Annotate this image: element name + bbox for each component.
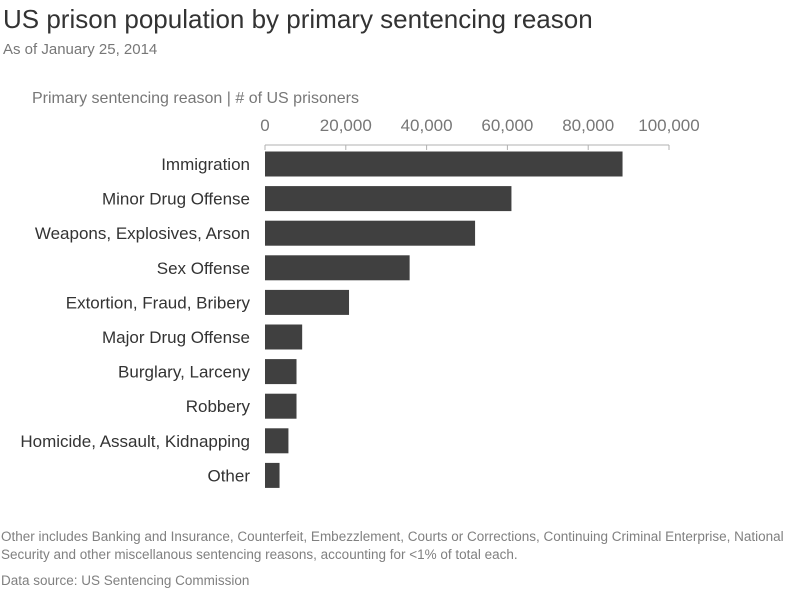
category-label: Extortion, Fraud, Bribery bbox=[66, 293, 251, 312]
bar bbox=[265, 220, 476, 246]
bars bbox=[265, 151, 623, 488]
axis-header: Primary sentencing reason | # of US pris… bbox=[32, 90, 359, 107]
x-tick-label: 40,000 bbox=[401, 116, 453, 135]
bar-chart: Primary sentencing reason | # of US pris… bbox=[20, 90, 700, 488]
bar bbox=[265, 255, 410, 281]
category-labels: Immigration Minor Drug Offense Weapons, Ex… bbox=[20, 155, 250, 485]
bar bbox=[265, 359, 297, 385]
category-label: Other bbox=[207, 466, 250, 485]
category-label: Minor Drug Offense bbox=[102, 190, 250, 209]
x-axis: 0 20,000 40,000 60,000 80,000 100,000 bbox=[260, 116, 700, 150]
category-label: Immigration bbox=[161, 155, 250, 174]
bar bbox=[265, 428, 289, 454]
category-label: Burglary, Larceny bbox=[118, 363, 250, 382]
category-label: Major Drug Offense bbox=[102, 328, 250, 347]
chart-subtitle: As of January 25, 2014 bbox=[3, 41, 158, 58]
category-label: Homicide, Assault, Kidnapping bbox=[20, 432, 250, 451]
bar bbox=[265, 151, 623, 177]
data-source: Data source: US Sentencing Commission bbox=[1, 573, 250, 588]
chart-title: US prison population by primary sentenci… bbox=[3, 4, 593, 34]
x-tick-label: 80,000 bbox=[562, 116, 614, 135]
category-label: Robbery bbox=[186, 397, 251, 416]
x-tick-label: 60,000 bbox=[481, 116, 533, 135]
bar bbox=[265, 462, 280, 488]
category-label: Sex Offense bbox=[157, 259, 250, 278]
category-label: Weapons, Explosives, Arson bbox=[35, 224, 250, 243]
bar bbox=[265, 186, 512, 212]
bar bbox=[265, 393, 297, 419]
x-tick-label: 100,000 bbox=[638, 116, 699, 135]
bar bbox=[265, 324, 303, 350]
footnote: Other includes Banking and Insurance, Co… bbox=[1, 529, 784, 562]
bar bbox=[265, 289, 350, 315]
x-tick-label: 20,000 bbox=[320, 116, 372, 135]
x-tick-label: 0 bbox=[260, 116, 269, 135]
